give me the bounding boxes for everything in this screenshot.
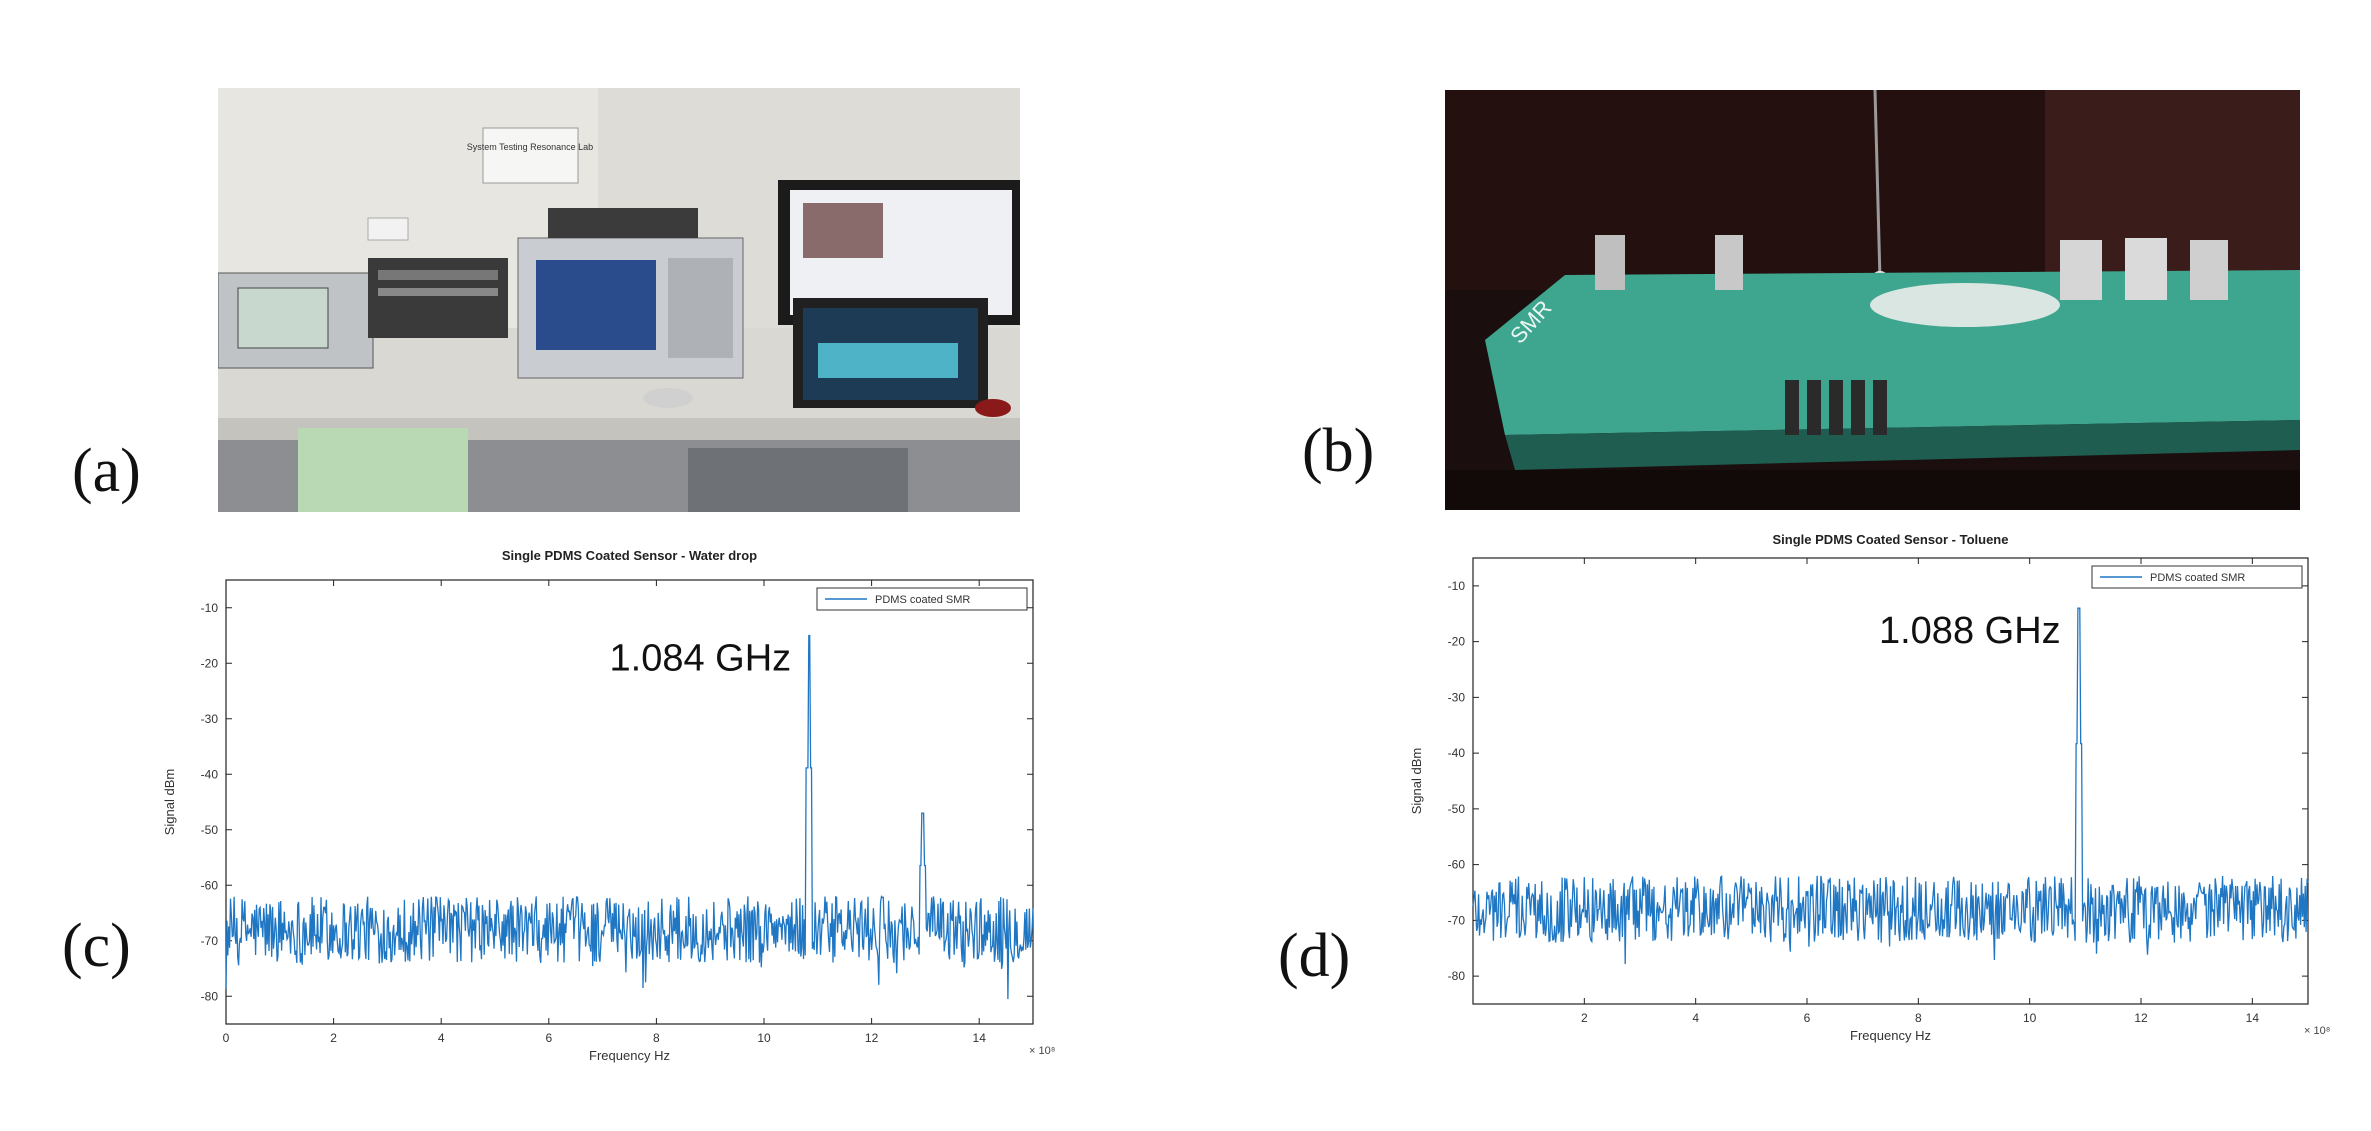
x-tick-label-d: 14 [2246,1011,2260,1025]
legend-label-c: PDMS coated SMR [875,594,970,606]
plot-area-c [225,579,1034,1025]
x-tick-label-c: 0 [223,1031,230,1045]
panel-label-c: (c) [62,912,131,980]
x-tick-label-d: 8 [1915,1011,1922,1025]
x-exponent-c: × 10⁸ [1029,1045,1055,1057]
legend-box-c [816,587,1028,611]
photo-sensor-board: SMR [1445,90,2300,510]
chart-title-c: Single PDMS Coated Sensor - Water drop [502,548,757,563]
legend-label-d: PDMS coated SMR [2150,572,2245,584]
x-tick-label-d: 4 [1692,1011,1699,1025]
panel-label-d: (d) [1278,922,1351,990]
y-tick-label-c: -20 [201,656,219,670]
y-tick-label-d: -20 [1448,635,1466,649]
y-tick-label-d: -50 [1448,802,1466,816]
y-tick-label-c: -30 [201,712,219,726]
peak-annotation-d: 1.088 GHz [1879,610,2061,652]
x-tick-label-d: 6 [1804,1011,1811,1025]
y-tick-label-c: -80 [201,989,219,1003]
y-tick-label-d: -60 [1448,858,1466,872]
panel-label-a: (a) [72,437,141,505]
x-tick-label-c: 12 [865,1031,879,1045]
chart-title-d: Single PDMS Coated Sensor - Toluene [1773,532,2009,547]
chart-c: Single PDMS Coated Sensor - Water drop 0 2… [162,548,1055,1063]
y-tick-label-d: -80 [1448,969,1466,983]
x-exponent-d: × 10⁸ [2304,1025,2330,1037]
chart-d: Single PDMS Coated Sensor - Toluene 2 4 6 8 1… [1409,532,2330,1043]
y-tick-label-d: -30 [1448,690,1466,704]
x-tick-label-d: 2 [1581,1011,1588,1025]
x-tick-label-c: 10 [757,1031,771,1045]
y-tick-label-c: -50 [201,823,219,837]
y-axis-label-c: Signal dBm [162,769,177,835]
lab-sign-text: System Testing Resonance Lab [467,142,593,152]
x-tick-label-d: 12 [2134,1011,2148,1025]
x-tick-label-c: 6 [545,1031,552,1045]
y-tick-label-d: -40 [1448,746,1466,760]
legend-box-d [2091,565,2303,589]
y-tick-label-c: -70 [201,934,219,948]
x-axis-label-d: Frequency Hz [1850,1028,1931,1043]
y-tick-label-d: -10 [1448,579,1466,593]
x-tick-label-c: 8 [653,1031,660,1045]
x-tick-label-c: 14 [973,1031,987,1045]
photo-lab-setup: System Testing Resonance Lab [218,88,1020,512]
y-tick-label-c: -10 [201,601,219,615]
y-tick-label-c: -60 [201,878,219,892]
plot-area-d [1472,557,2309,1005]
x-axis-label-c: Frequency Hz [589,1048,670,1063]
y-axis-label-d: Signal dBm [1409,748,1424,814]
series-line-c [225,634,1034,1000]
series-line-d [1472,607,2309,965]
y-tick-label-c: -40 [201,767,219,781]
peak-annotation-c: 1.084 GHz [610,638,792,680]
y-tick-label-d: -70 [1448,913,1466,927]
panel-label-b: (b) [1302,417,1375,485]
x-tick-label-d: 10 [2023,1011,2037,1025]
x-tick-label-c: 4 [438,1031,445,1045]
x-tick-label-c: 2 [330,1031,337,1045]
